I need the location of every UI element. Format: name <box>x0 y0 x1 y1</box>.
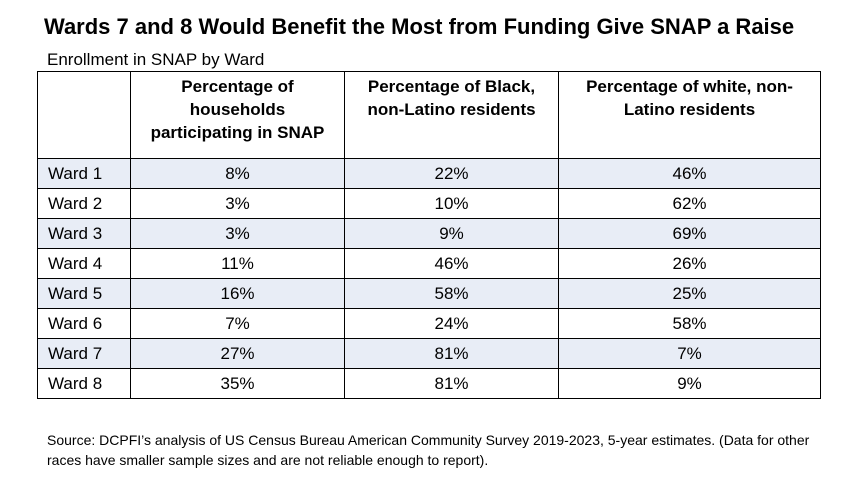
table-row: Ward 4 11% 46% 26% <box>37 248 821 279</box>
ward-label: Ward 6 <box>37 308 131 339</box>
ward-label: Ward 8 <box>37 368 131 399</box>
snap-participation-cell: 3% <box>130 188 345 219</box>
source-note: Source: DCPFI’s analysis of US Census Bu… <box>47 432 810 468</box>
table-header-row: Percentage of households participating i… <box>37 71 821 159</box>
white-residents-cell: 46% <box>558 158 821 189</box>
header-white-residents: Percentage of white, non-Latino resident… <box>558 71 821 159</box>
white-residents-cell: 69% <box>558 218 821 249</box>
ward-label: Ward 5 <box>37 278 131 309</box>
white-residents-cell: 58% <box>558 308 821 339</box>
white-residents-cell: 9% <box>558 368 821 399</box>
black-residents-cell: 10% <box>344 188 559 219</box>
ward-label: Ward 7 <box>37 338 131 369</box>
snap-participation-cell: 3% <box>130 218 345 249</box>
black-residents-cell: 81% <box>344 338 559 369</box>
header-snap-participation: Percentage of households participating i… <box>130 71 345 159</box>
white-residents-cell: 7% <box>558 338 821 369</box>
snap-participation-cell: 16% <box>130 278 345 309</box>
table-row: Ward 5 16% 58% 25% <box>37 278 821 309</box>
snap-participation-cell: 27% <box>130 338 345 369</box>
white-residents-cell: 62% <box>558 188 821 219</box>
ward-label: Ward 1 <box>37 158 131 189</box>
table-row: Ward 3 3% 9% 69% <box>37 218 821 249</box>
table-row: Ward 8 35% 81% 9% <box>37 368 821 399</box>
black-residents-cell: 58% <box>344 278 559 309</box>
snap-participation-cell: 8% <box>130 158 345 189</box>
snap-participation-cell: 7% <box>130 308 345 339</box>
black-residents-cell: 46% <box>344 248 559 279</box>
black-residents-cell: 22% <box>344 158 559 189</box>
white-residents-cell: 26% <box>558 248 821 279</box>
table-body: Ward 1 8% 22% 46% Ward 2 3% 10% 62% Ward 3 3% 9% 69… <box>37 158 821 399</box>
table-row: Ward 7 27% 81% 7% <box>37 338 821 369</box>
ward-label: Ward 4 <box>37 248 131 279</box>
ward-label: Ward 3 <box>37 218 131 249</box>
snap-enrollment-table: Percentage of households participating i… <box>37 71 821 399</box>
header-black-residents: Percentage of Black, non-Latino resident… <box>344 71 559 159</box>
black-residents-cell: 9% <box>344 218 559 249</box>
table-row: Ward 2 3% 10% 62% <box>37 188 821 219</box>
white-residents-cell: 25% <box>558 278 821 309</box>
snap-participation-cell: 35% <box>130 368 345 399</box>
chart-title: Wards 7 and 8 Would Benefit the Most fro… <box>44 14 795 39</box>
black-residents-cell: 24% <box>344 308 559 339</box>
table-row: Ward 1 8% 22% 46% <box>37 158 821 189</box>
ward-label: Ward 2 <box>37 188 131 219</box>
chart-subtitle: Enrollment in SNAP by Ward <box>47 50 265 69</box>
snap-participation-cell: 11% <box>130 248 345 279</box>
table-row: Ward 6 7% 24% 58% <box>37 308 821 339</box>
header-ward <box>37 71 131 159</box>
black-residents-cell: 81% <box>344 368 559 399</box>
